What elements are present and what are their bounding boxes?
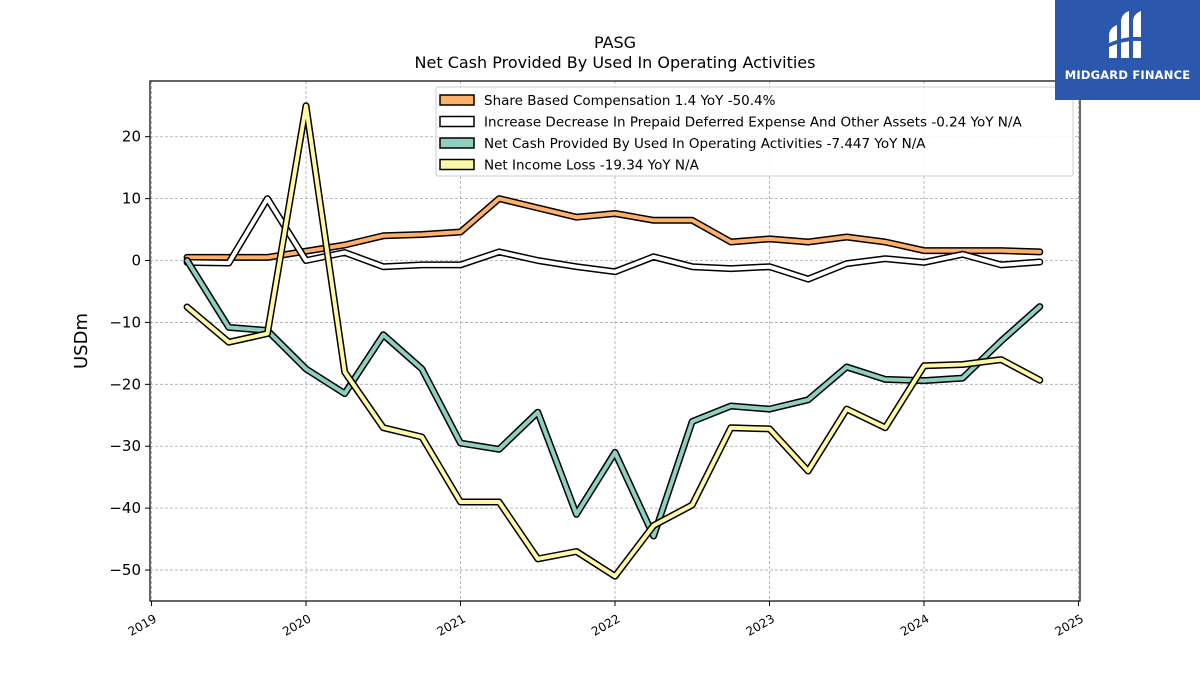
x-tick-label: 2020 xyxy=(280,611,313,638)
y-tick-label: 10 xyxy=(122,190,141,208)
legend-swatch-4 xyxy=(439,158,475,171)
legend-label-1: Share Based Compensation 1.4 YoY -50.4% xyxy=(484,93,776,109)
series-line-1 xyxy=(185,196,1042,260)
y-axis-label: USDm xyxy=(71,313,92,369)
series-outline-3 xyxy=(183,257,1044,540)
y-tick-label: 20 xyxy=(122,128,141,146)
logo-text: MIDGARD FINANCE xyxy=(1064,68,1191,82)
legend-label-4: Net Income Loss -19.34 YoY N/A xyxy=(484,158,700,174)
legend-label-2: Increase Decrease In Prepaid Deferred Ex… xyxy=(484,115,1022,131)
x-tick-label: 2025 xyxy=(1053,611,1086,638)
legend-swatch-2 xyxy=(439,115,475,128)
series-line-4 xyxy=(185,103,1042,579)
y-tick-label: −50 xyxy=(109,561,141,579)
x-axis: 2019 2020 2021 2022 2023 2024 2025 xyxy=(126,601,1086,639)
x-tick-label: 2021 xyxy=(435,611,468,638)
x-tick-label: 2022 xyxy=(589,611,622,638)
legend-swatch-3 xyxy=(439,137,475,149)
midgard-logo-icon xyxy=(1107,11,1147,58)
x-tick-label: 2024 xyxy=(898,611,931,638)
legend: Share Based Compensation 1.4 YoY -50.4% I… xyxy=(435,86,1074,177)
series-layer xyxy=(183,102,1044,580)
y-tick-label: −10 xyxy=(109,313,141,331)
midgard-logo: MIDGARD FINANCE xyxy=(1055,0,1200,100)
y-tick-label: −20 xyxy=(109,375,141,393)
y-tick-label: −40 xyxy=(109,499,141,517)
legend-swatch-1 xyxy=(439,94,475,106)
x-tick-label: 2019 xyxy=(126,611,159,638)
chart-subtitle: Net Cash Provided By Used In Operating A… xyxy=(415,53,816,72)
series-line-2 xyxy=(185,196,1042,282)
series-line-3 xyxy=(185,258,1042,538)
legend-label-3: Net Cash Provided By Used In Operating A… xyxy=(484,136,926,152)
y-tick-label: 0 xyxy=(131,252,141,270)
x-tick-label: 2023 xyxy=(744,611,777,638)
legend-box xyxy=(435,86,1074,177)
y-tick-label: −30 xyxy=(109,437,141,455)
chart-title: PASG xyxy=(594,33,636,52)
y-axis: 20 10 0 −10 −20 −30 −40 −50 xyxy=(109,128,150,579)
